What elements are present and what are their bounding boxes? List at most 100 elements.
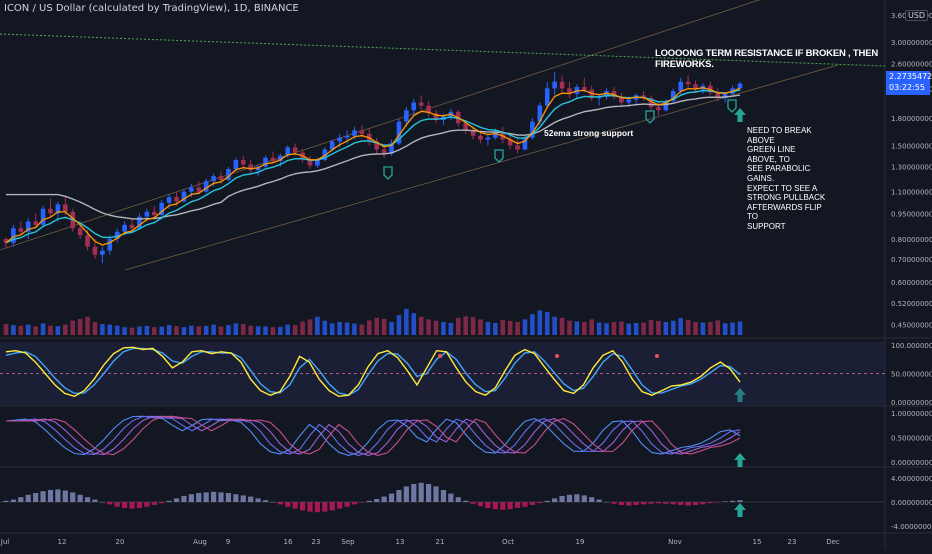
histogram-bar xyxy=(136,502,143,508)
support-marker-icon xyxy=(727,99,737,113)
x-tick-label: 15 xyxy=(753,538,762,546)
candle-body xyxy=(181,191,187,202)
candle-body xyxy=(656,107,661,111)
volume-bar xyxy=(522,319,528,335)
candle-body xyxy=(559,81,565,89)
histogram-bar xyxy=(648,502,654,504)
candle-body xyxy=(322,149,328,160)
currency-badge[interactable]: USD xyxy=(905,10,929,21)
volume-bar xyxy=(33,326,38,335)
volume-bar xyxy=(285,324,291,335)
candle-body xyxy=(92,246,98,255)
histogram-bar xyxy=(203,492,209,502)
candle-body xyxy=(129,224,135,229)
volume-bar xyxy=(611,322,617,335)
volume-bar xyxy=(448,323,454,335)
volume-bar xyxy=(218,326,224,335)
histogram-bar xyxy=(173,498,180,502)
volume-bar xyxy=(470,317,476,335)
candle-body xyxy=(263,157,268,167)
volume-bar xyxy=(315,316,320,335)
candle-body xyxy=(3,239,9,243)
volume-bar xyxy=(663,322,669,335)
volume-bar xyxy=(300,321,305,335)
ema-mid-line xyxy=(5,89,741,244)
histogram-bar xyxy=(285,502,291,507)
volume-bar xyxy=(322,320,328,335)
histogram-bar xyxy=(418,482,424,502)
candle-body xyxy=(693,84,698,90)
symbol-title: ICON / US Dollar (calculated by TradingV… xyxy=(4,3,299,14)
histogram-bar xyxy=(596,499,602,502)
y-tick-label: 2.60000000 xyxy=(891,60,932,68)
channel-upper-line xyxy=(0,0,761,251)
x-tick-label: 13 xyxy=(396,538,405,546)
histogram-bar xyxy=(522,502,528,507)
candle-body xyxy=(107,239,113,251)
histogram-bar xyxy=(374,499,380,502)
volume-bar xyxy=(278,326,283,335)
histogram-bar xyxy=(351,502,358,505)
candle-body xyxy=(337,137,342,142)
volume-bar xyxy=(544,312,550,335)
stoch-signal-dot xyxy=(655,354,659,358)
candle-body xyxy=(151,211,157,216)
volume-bar xyxy=(507,320,513,335)
volume-bar xyxy=(240,324,246,335)
x-tick-label: Sep xyxy=(341,538,355,546)
histogram-tick-label: 0.00000000 xyxy=(891,499,932,507)
volume-bar xyxy=(114,325,120,335)
candle-body xyxy=(114,231,120,240)
stoch-signal-dot xyxy=(555,354,559,358)
last-price-tag: 2.27354729 03:22:55 xyxy=(886,71,932,95)
volume-bar xyxy=(122,327,127,335)
histogram-tick-label: 4.00000000 xyxy=(891,475,932,483)
candle-body xyxy=(404,110,409,122)
volume-bar xyxy=(685,319,691,335)
volume-bar xyxy=(670,320,676,335)
y-tick-label: 1.10000000 xyxy=(891,189,932,197)
volume-bar xyxy=(678,318,683,335)
histogram-bar xyxy=(99,502,105,503)
histogram-bar xyxy=(159,502,165,504)
volume-bar xyxy=(648,319,654,335)
ema-fast-line xyxy=(5,87,741,246)
histogram-bar xyxy=(262,500,269,502)
candle-body xyxy=(233,159,239,170)
candle-body xyxy=(470,130,476,136)
volume-bar xyxy=(292,325,298,335)
candle-body xyxy=(211,176,216,182)
support-marker-icon xyxy=(645,110,655,124)
volume-bar xyxy=(107,324,113,335)
histogram-bar xyxy=(211,491,217,502)
volume-bar xyxy=(493,323,498,335)
histogram-tick-label: -4.00000000 xyxy=(891,523,932,531)
candle-body xyxy=(478,135,483,140)
candle-body xyxy=(270,157,276,162)
volume-bar xyxy=(25,324,31,335)
volume-bar xyxy=(11,325,16,335)
candle-body xyxy=(567,88,572,94)
volume-bar xyxy=(263,326,268,335)
histogram-bar xyxy=(729,500,736,502)
volume-bar xyxy=(233,323,239,335)
candle-body xyxy=(137,216,142,229)
histogram-bar xyxy=(707,502,713,504)
last-price-value: 2.27354729 xyxy=(889,72,932,81)
candle-body xyxy=(737,83,743,89)
histogram-bar xyxy=(196,493,202,502)
histogram-bar xyxy=(270,502,276,503)
histogram-bar xyxy=(322,502,328,512)
ema-support-annotation: 52ema strong support xyxy=(544,128,634,138)
y-tick-label: 0.70000000 xyxy=(891,256,932,264)
y-tick-label: 1.30000000 xyxy=(891,164,932,172)
volume-bar xyxy=(159,326,164,335)
volume-bar xyxy=(129,327,135,335)
candle-body xyxy=(411,102,417,111)
volume-bar xyxy=(92,322,98,335)
candle-body xyxy=(648,98,654,108)
histogram-bar xyxy=(84,497,91,502)
candle-body xyxy=(426,105,431,114)
